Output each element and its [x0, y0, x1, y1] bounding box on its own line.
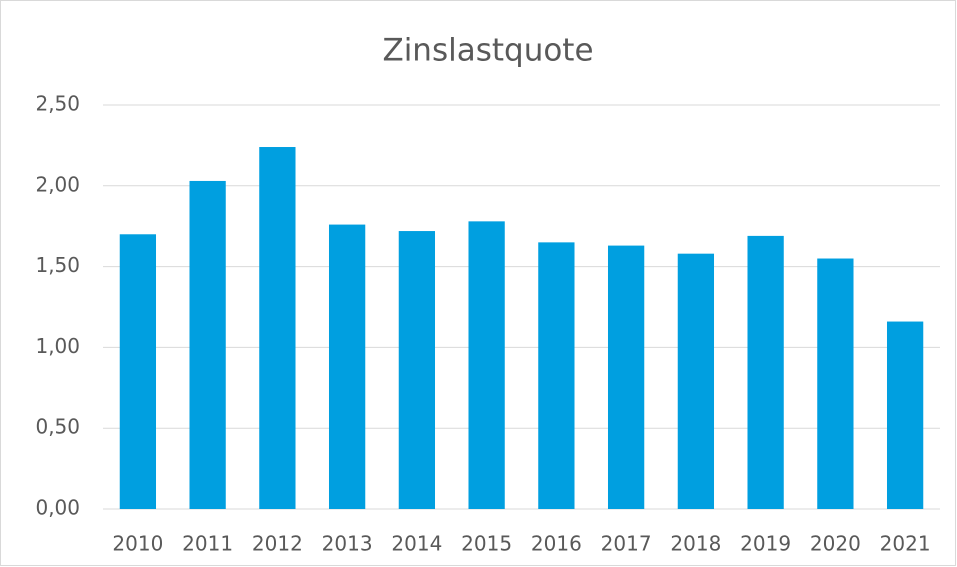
y-tick-label: 1,50 [35, 253, 80, 277]
x-tick-label: 2011 [182, 532, 233, 556]
y-tick-label: 0,00 [35, 496, 80, 520]
x-tick-label: 2018 [670, 532, 721, 556]
bar [817, 258, 854, 509]
bar [259, 147, 296, 510]
bar [886, 321, 924, 509]
chart-title: Zinslastquote [382, 33, 593, 69]
bar [677, 253, 715, 509]
y-tick-label: 2,50 [35, 92, 80, 116]
x-tick-label: 2019 [740, 532, 791, 556]
x-tick-label: 2012 [252, 532, 303, 556]
x-tick-label: 2015 [461, 532, 512, 556]
y-tick-label: 0,50 [35, 415, 80, 439]
bar [468, 221, 505, 510]
bar [119, 234, 157, 509]
bar [189, 180, 226, 509]
x-tick-label: 2017 [601, 532, 652, 556]
bar [398, 231, 436, 509]
x-tick-label: 2013 [322, 532, 373, 556]
x-tick-label: 2016 [531, 532, 582, 556]
x-tick-label: 2020 [810, 532, 861, 556]
x-tick-label: 2010 [112, 532, 163, 556]
y-tick-label: 2,00 [35, 172, 80, 196]
bar [328, 224, 366, 510]
bar [747, 235, 784, 509]
bar [607, 245, 645, 510]
x-tick-label: 2021 [880, 532, 931, 556]
y-tick-label: 1,00 [35, 334, 80, 358]
x-tick-label: 2014 [391, 532, 442, 556]
bar [538, 242, 575, 510]
